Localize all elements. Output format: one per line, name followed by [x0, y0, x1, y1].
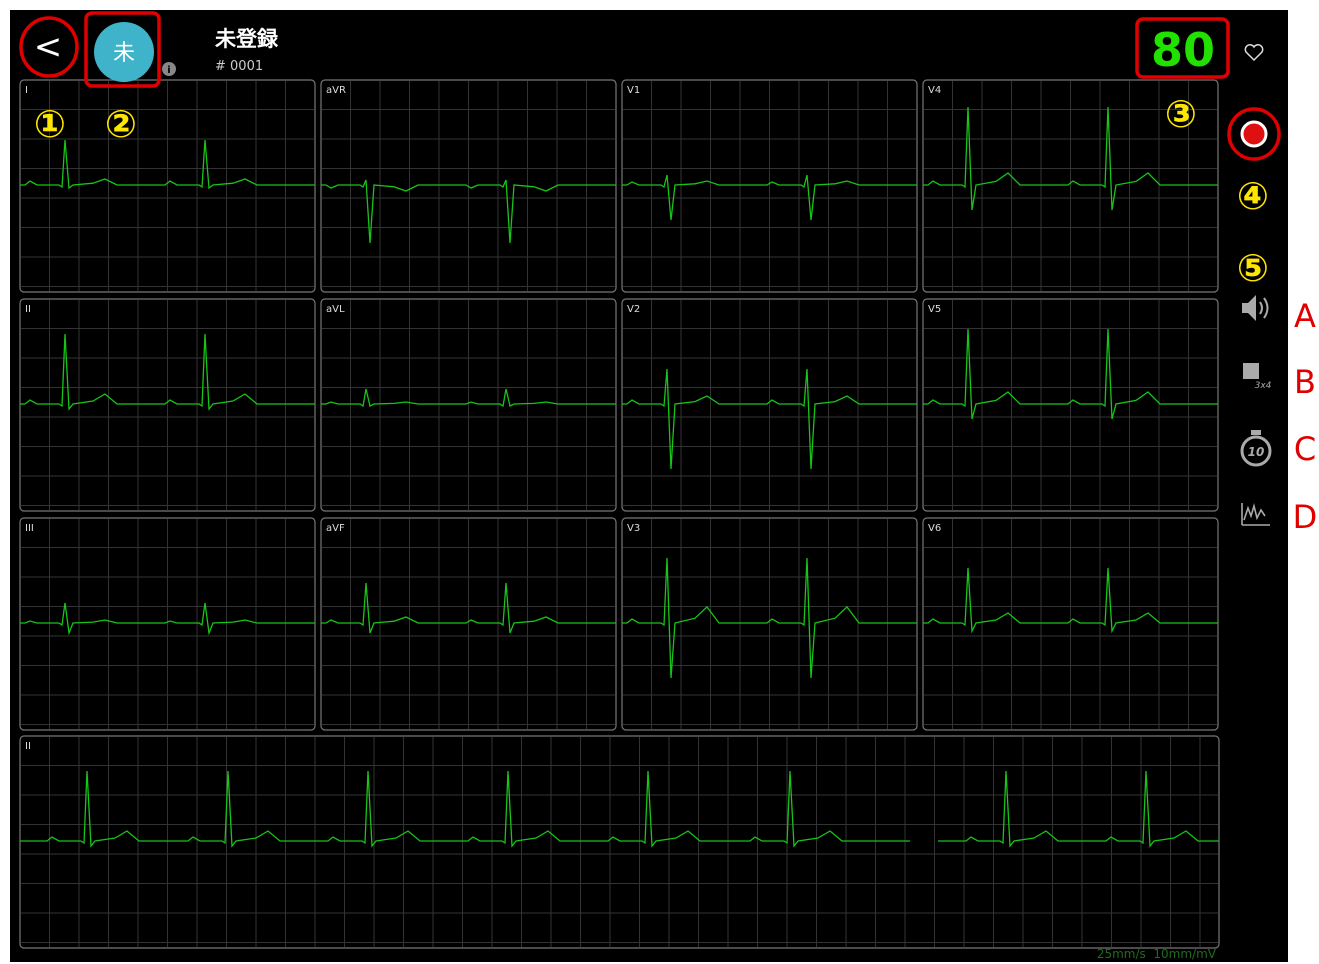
ecg-trace	[622, 174, 917, 221]
ecg-trace	[20, 139, 315, 190]
ecg-trace	[938, 770, 1219, 848]
lead-label: III	[25, 523, 34, 534]
ecg-trace	[923, 328, 1218, 420]
ecg-panel	[19, 735, 1220, 949]
callout-record	[1227, 107, 1281, 161]
heart-rate: 80	[1151, 23, 1215, 77]
patient-id: # 0001	[215, 59, 263, 74]
ecg-trace	[622, 557, 917, 679]
timer-top	[1251, 430, 1261, 435]
callout-avatar	[84, 11, 161, 88]
annotation: ④	[1237, 174, 1269, 218]
side-label: C	[1294, 430, 1316, 468]
annotation: ⑤	[1237, 246, 1269, 290]
layout-grid-icon	[1243, 363, 1259, 379]
side-label: B	[1294, 363, 1316, 401]
ecg-trace	[20, 770, 910, 848]
lead-label: V2	[627, 304, 640, 315]
avatar[interactable]	[94, 22, 154, 82]
ecg-trace	[20, 333, 315, 411]
annotation: ③	[1165, 92, 1197, 136]
ecg-trace	[622, 368, 917, 470]
lead-label: aVL	[326, 304, 345, 315]
record-button[interactable]	[1240, 120, 1268, 148]
callout-heart-rate	[1135, 17, 1230, 79]
ecg-trace	[321, 179, 616, 244]
lead-label: II	[25, 304, 31, 315]
avatar-text: 未	[113, 41, 135, 66]
side-label: D	[1293, 498, 1318, 536]
ecg-trace	[923, 567, 1218, 634]
ecg-trace	[321, 388, 616, 408]
lead-label: V1	[627, 85, 640, 96]
speaker-waves	[1259, 297, 1269, 319]
lead-label: V3	[627, 523, 640, 534]
lead-label: I	[25, 85, 28, 96]
scale-footer: 25mm/s 10mm/mV	[1097, 947, 1217, 961]
annotation: ①	[34, 102, 66, 146]
info-glyph: i	[167, 65, 170, 76]
annotation: ②	[105, 102, 137, 146]
info-icon[interactable]	[162, 62, 176, 76]
patient-name: 未登録	[215, 27, 279, 51]
timer-text: 10	[1248, 445, 1265, 459]
timer-button[interactable]: 10	[1240, 430, 1272, 467]
lead-label: aVF	[326, 523, 345, 534]
lead-label: V6	[928, 523, 941, 534]
lead-label: V4	[928, 85, 941, 96]
callout-back	[19, 16, 79, 78]
callouts	[19, 11, 1281, 161]
timer-icon	[1240, 435, 1272, 467]
ecg-trace	[321, 582, 616, 634]
sound-button[interactable]	[1242, 295, 1269, 321]
layout-text: 3x4	[1255, 381, 1272, 391]
lead-label: aVR	[326, 85, 346, 96]
lead-label: V5	[928, 304, 941, 315]
ecg-trace	[923, 106, 1218, 211]
lead-label: II	[25, 741, 31, 752]
side-label: A	[1294, 297, 1316, 335]
layout-button[interactable]: 3x4	[1243, 363, 1272, 391]
speaker-icon	[1242, 295, 1256, 321]
heart-icon	[1244, 44, 1264, 62]
back-button[interactable]: <	[34, 27, 63, 67]
ecg-trace	[20, 602, 315, 636]
analysis-button[interactable]	[1241, 502, 1270, 526]
